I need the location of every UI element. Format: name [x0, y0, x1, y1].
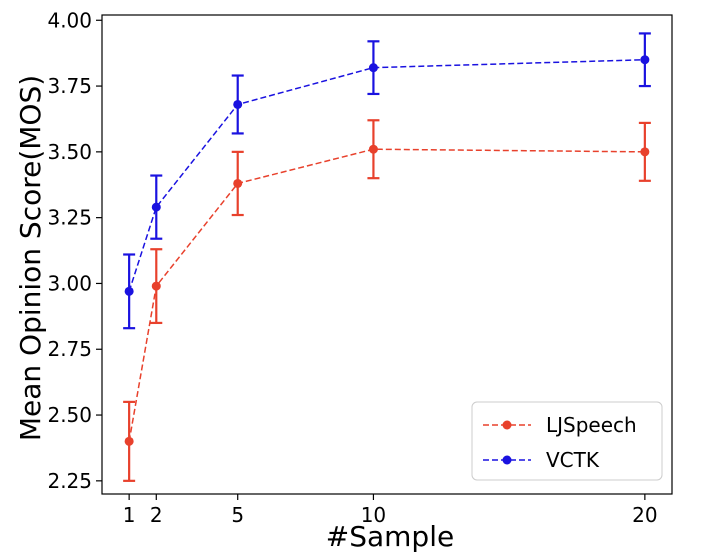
- data-point: [124, 286, 134, 296]
- y-axis-label: Mean Opinion Score(MOS): [14, 75, 47, 441]
- data-point: [368, 144, 378, 154]
- x-tick-label: 10: [361, 503, 386, 527]
- data-point: [368, 63, 378, 73]
- y-tick-label: 3.00: [47, 271, 92, 295]
- x-tick-label: 2: [150, 503, 163, 527]
- y-tick-label: 2.50: [47, 403, 92, 427]
- data-point: [151, 202, 161, 212]
- data-point: [233, 178, 243, 188]
- data-point: [640, 55, 650, 65]
- x-tick-label: 1: [123, 503, 136, 527]
- y-tick-label: 3.50: [47, 140, 92, 164]
- y-tick-label: 3.75: [47, 74, 92, 98]
- y-tick-label: 2.25: [47, 469, 92, 493]
- data-point: [151, 281, 161, 291]
- data-point: [233, 99, 243, 109]
- data-point: [124, 436, 134, 446]
- series-line: [128, 148, 645, 442]
- data-point: [640, 147, 650, 157]
- series-layer: [123, 32, 651, 482]
- x-axis: 1 2 5 10 20: [123, 494, 658, 527]
- legend-label: VCTK: [546, 448, 600, 472]
- legend-label: LJSpeech: [546, 413, 637, 437]
- x-tick-label: 5: [231, 503, 244, 527]
- y-tick-label: 2.75: [47, 337, 92, 361]
- y-axis: 2.25 2.50 2.75 3.00 3.25 3.50 3.75 4.00: [47, 8, 102, 493]
- x-tick-label: 20: [632, 503, 657, 527]
- series-ljspeech: [123, 119, 651, 482]
- series-vctk: [123, 32, 651, 330]
- legend-swatch-marker: [502, 455, 512, 465]
- legend: LJSpeech VCTK: [471, 401, 663, 481]
- x-axis-label: #Sample: [326, 520, 454, 553]
- y-tick-label: 4.00: [47, 8, 92, 32]
- plot-frame: [101, 14, 673, 495]
- legend-swatch-marker: [502, 420, 512, 430]
- y-tick-label: 3.25: [47, 206, 92, 230]
- series-line: [128, 58, 645, 292]
